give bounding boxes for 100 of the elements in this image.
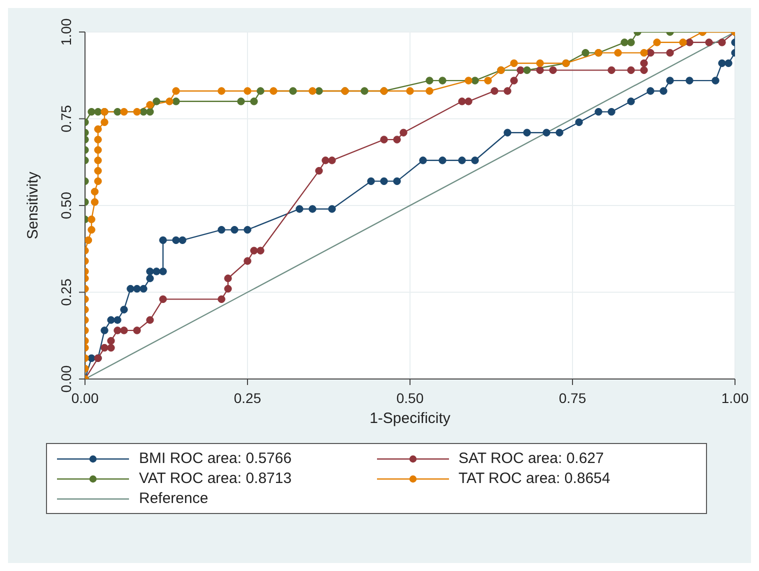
point [94,146,102,154]
point [230,226,238,234]
point [660,87,668,95]
point [328,205,336,213]
legend-label: Reference [139,490,208,507]
legend-label: SAT ROC area: 0.627 [458,450,604,467]
legend-label: BMI ROC area: 0.5766 [139,450,292,467]
y-tick-label: 0.50 [58,192,74,220]
point [107,316,115,324]
legend-label: TAT ROC area: 0.8654 [458,470,610,487]
point [471,156,479,164]
point [438,156,446,164]
point [510,59,518,68]
point [640,66,648,74]
point [146,108,154,116]
point [646,48,654,57]
point [100,326,108,334]
point [419,156,427,164]
x-tick-label: 1.00 [721,390,749,406]
point [308,205,316,213]
point [523,66,531,74]
point [172,87,180,95]
x-tick-label: 0.50 [396,390,424,406]
point [523,128,531,136]
point [270,87,278,95]
point [464,98,472,106]
point [594,108,602,116]
point [666,76,674,84]
point [582,48,590,57]
point [438,76,446,84]
point [256,246,264,254]
point [94,108,102,116]
point [322,156,330,164]
point [608,108,616,116]
point [289,87,297,95]
y-tick-label: 0.75 [58,104,74,132]
point [464,76,472,84]
point [426,87,434,95]
point [159,268,167,276]
point [296,205,304,213]
point [120,108,128,116]
x-axis-title: 1-Specificity [370,410,451,427]
point [614,48,622,57]
point [244,87,252,95]
point [133,108,141,116]
point [126,284,134,293]
point [94,125,102,134]
point [504,87,512,95]
point [140,284,148,293]
point [640,48,648,57]
point [94,177,102,186]
point [686,76,694,84]
point [114,316,122,324]
point [218,295,226,304]
point [458,156,466,164]
point [666,48,674,57]
point [484,76,492,84]
point [393,136,401,144]
point [458,98,466,106]
point [315,166,323,175]
point [224,274,232,282]
point [406,87,414,95]
point [146,316,154,324]
point [608,66,616,74]
point [178,236,186,244]
point [114,326,122,334]
x-tick-label: 0.00 [71,390,99,406]
point [542,128,550,136]
point [705,38,713,46]
point [712,76,720,84]
point [146,268,154,276]
y-tick-label: 1.00 [58,18,74,46]
point [94,136,102,144]
point [172,236,180,244]
y-tick-label: 0.25 [58,278,74,306]
point [627,66,635,74]
point [380,136,388,144]
point [308,87,316,95]
point [120,306,128,314]
point [237,98,245,106]
point [224,284,232,293]
point [133,326,141,334]
point [244,226,252,234]
point [516,66,524,74]
point [94,156,102,164]
point [152,268,160,276]
point [627,98,635,106]
point [256,87,264,95]
point [575,118,583,126]
point [620,38,628,46]
point [218,226,226,234]
point [640,59,648,68]
point [172,98,180,106]
point [380,177,388,186]
point [107,344,115,352]
point [400,128,408,136]
point [360,87,368,95]
point [100,118,108,126]
x-tick-label: 0.75 [558,390,586,406]
point [718,38,726,46]
